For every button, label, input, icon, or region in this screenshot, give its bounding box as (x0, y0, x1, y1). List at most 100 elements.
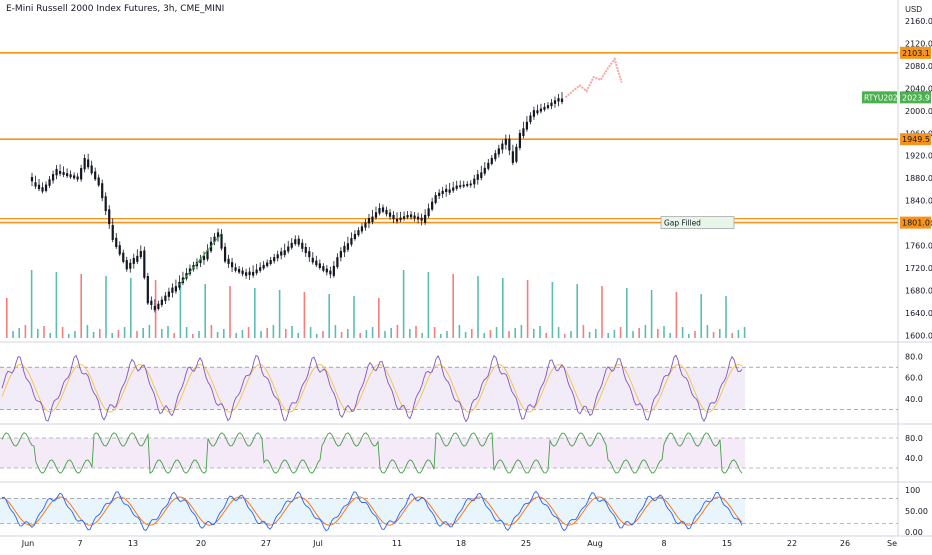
volume-bar (130, 278, 132, 338)
volume-bar (309, 327, 312, 338)
candle-body (167, 291, 170, 297)
candle-body (455, 185, 458, 189)
volume-bar (688, 334, 690, 338)
candle-body (353, 234, 357, 240)
candle-body (452, 187, 455, 191)
candle-body (213, 236, 216, 243)
candle-body (409, 214, 413, 218)
oscillator-signal-line (1, 364, 743, 413)
candle-body (136, 255, 139, 262)
time-tick-label: Aug (587, 539, 603, 548)
candle-body (104, 196, 107, 212)
volume-bar (681, 327, 684, 338)
candle-body (508, 138, 511, 151)
volume-bar (235, 333, 237, 338)
volume-bar (638, 328, 640, 338)
volume-bar (601, 286, 603, 338)
candle-body (90, 165, 93, 174)
volume-bar (297, 333, 299, 338)
candle-body (388, 212, 392, 217)
time-tick-label: Se (887, 539, 897, 548)
price-tick-label: 1920.0 (905, 152, 932, 161)
volume-bar (576, 284, 578, 338)
candle-body (483, 167, 486, 174)
price-tick-label: 2080.0 (905, 62, 932, 71)
candle-body (424, 214, 427, 223)
candle-body (529, 115, 532, 123)
volume-bar (179, 282, 182, 338)
volume-bar (433, 327, 436, 338)
volume-bar (216, 332, 219, 338)
time-tick-label: 13 (128, 539, 138, 548)
candle-body (318, 263, 321, 268)
candle-body (332, 265, 335, 276)
candle-body (30, 177, 34, 182)
volume-bar (613, 330, 616, 338)
candle-body (406, 215, 409, 218)
oscillator-tick-label: 0.00 (905, 528, 923, 537)
candle-body (283, 250, 286, 256)
volume-bar (446, 331, 448, 338)
annotation-box (660, 216, 735, 229)
candle-body (360, 226, 364, 232)
volume-bar (409, 329, 411, 338)
candle-body (476, 174, 479, 180)
candle-body (367, 218, 371, 224)
volume-bar (477, 276, 479, 338)
candle-body (227, 258, 230, 264)
volume-bar (241, 330, 244, 338)
candle-body (94, 171, 97, 180)
volume-bar (390, 328, 392, 338)
candle-body (139, 251, 142, 258)
time-tick-label: 27 (261, 539, 271, 548)
time-tick-label: 18 (456, 539, 466, 548)
candle-body (392, 214, 395, 220)
candle-body (73, 175, 76, 179)
candle-body (294, 239, 297, 245)
candle-body (395, 218, 399, 222)
candle-body (487, 162, 490, 169)
volume-bar (285, 329, 287, 338)
candle-body (304, 247, 307, 253)
candle-body (269, 259, 272, 265)
symbol-badge (862, 91, 897, 104)
candle-body (262, 264, 265, 269)
volume-bar (489, 330, 492, 338)
volume-bar (328, 294, 330, 338)
candle-body (381, 207, 385, 212)
time-tick-label: 26 (840, 539, 850, 548)
volume-bar (582, 325, 585, 338)
candle-body (48, 179, 51, 186)
volume-bar (204, 284, 206, 338)
candle-body (301, 242, 304, 249)
candle-body (171, 287, 174, 293)
volume-bar (111, 333, 113, 338)
volume-bar (743, 327, 746, 338)
volume-bar (539, 326, 541, 338)
candle-body (34, 182, 37, 187)
volume-bar (117, 330, 120, 338)
candle-body (51, 174, 55, 181)
time-tick-label: 22 (787, 539, 797, 548)
volume-bar (396, 325, 399, 338)
chart-title: E-Mini Russell 2000 Index Futures, 3h, C… (6, 4, 225, 14)
trendline (179, 232, 222, 286)
candle-body (434, 195, 437, 203)
volume-bar (185, 327, 188, 338)
candle-body (311, 257, 314, 263)
candle-body (146, 276, 149, 304)
candle-body (174, 286, 178, 292)
candle-body (41, 187, 44, 192)
volume-bar (223, 329, 225, 338)
candle-body (37, 184, 41, 190)
volume-bar (359, 333, 361, 338)
candle-body (413, 215, 416, 219)
volume-bar (526, 280, 529, 338)
volume-bar (458, 325, 461, 338)
candle-body (97, 177, 100, 186)
candle-body (374, 212, 378, 218)
candle-body (417, 216, 420, 220)
candle-body (160, 299, 163, 305)
volume-bar (626, 288, 628, 338)
